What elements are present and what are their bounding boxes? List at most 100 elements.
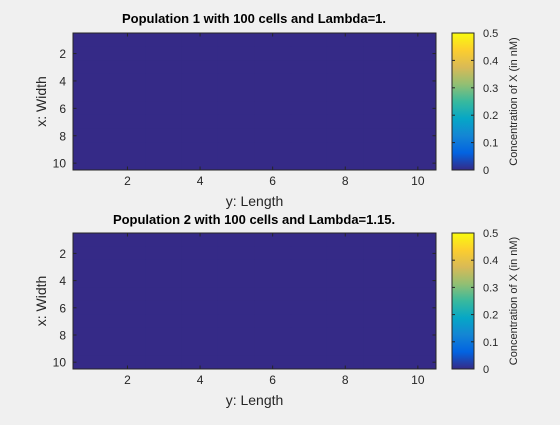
heatmap-cell (181, 142, 219, 157)
heatmap-cell (217, 87, 255, 102)
heatmap-cell (326, 60, 364, 75)
heatmap-cell (181, 314, 219, 329)
heatmap-cell (326, 32, 364, 47)
heatmap-cell (254, 355, 292, 370)
heatmap-cell (217, 259, 255, 275)
heatmap-cell (326, 287, 364, 302)
heatmap-cell (109, 46, 146, 61)
heatmap-cell (363, 87, 400, 102)
heatmap-cell (363, 355, 400, 370)
heatmap-cell (109, 32, 146, 47)
heatmap-cell (254, 128, 292, 143)
heatmap-cell (109, 273, 146, 288)
heatmap-cell (399, 300, 437, 315)
heatmap-cell (399, 73, 437, 89)
colorbar-tick-label: 0.4 (483, 55, 498, 67)
heatmap-cell (254, 232, 292, 247)
heatmap-cell (181, 128, 219, 143)
heatmap-cell (217, 60, 255, 75)
heatmap-cell (217, 273, 255, 288)
heatmap-cell (399, 287, 437, 302)
x-tick-label: 2 (124, 373, 131, 387)
heatmap-cell (109, 156, 146, 171)
heatmap-cell (254, 341, 292, 356)
colorbar (451, 32, 475, 171)
heatmap-cell (363, 114, 400, 130)
heatmap-cell (290, 246, 328, 261)
heatmap-cell (181, 246, 219, 261)
colorbar-tick-label: 0.3 (483, 282, 498, 294)
heatmap-cell (181, 114, 219, 130)
heatmap-cell (399, 101, 437, 116)
heatmap-cell (254, 114, 292, 130)
heatmap-cell (109, 101, 146, 116)
colorbar-tick-label: 0.4 (483, 255, 498, 267)
axes-box (72, 32, 437, 171)
colorbar-tick-label: 0.1 (483, 138, 498, 150)
y-tick-label: 8 (59, 329, 66, 343)
heatmap-cell (290, 232, 328, 247)
heatmap-cell (217, 128, 255, 143)
heatmap-cell (254, 300, 292, 315)
heatmap-cell (217, 246, 255, 261)
heatmap-cell (181, 300, 219, 315)
y-tick-label: 4 (59, 274, 66, 288)
heatmap-cell (399, 32, 437, 47)
colorbar-tick-label: 0.3 (483, 83, 498, 95)
heatmap-cell (72, 142, 110, 157)
heatmap-cell (145, 232, 183, 247)
heatmap-cell (290, 73, 328, 89)
heatmap-cell (254, 73, 292, 89)
heatmap-cell (217, 341, 255, 356)
axes-box (72, 232, 437, 370)
heatmap-cell (363, 46, 400, 61)
y-axis-ticks: 2 4 6 8 10 (53, 247, 436, 370)
heatmap-cell (145, 355, 183, 370)
heatmap-cell (145, 259, 183, 275)
heatmap-cell (290, 287, 328, 302)
y-tick-label: 6 (59, 102, 66, 116)
heatmap-cell (145, 60, 183, 75)
y-tick-label: 10 (53, 356, 67, 370)
heatmap-cell (145, 341, 183, 356)
subplot-1: Population 1 with 100 cells and Lambda=1… (33, 11, 520, 209)
x-axis-ticks: 2 4 6 8 10 (124, 233, 425, 387)
heatmap-cell (254, 46, 292, 61)
heatmap-cell (72, 287, 110, 302)
subplot-2: Population 2 with 100 cells and Lambda=1… (33, 212, 520, 408)
heatmap-cell (363, 142, 400, 157)
heatmap-cell (254, 101, 292, 116)
heatmap-cell (145, 314, 183, 329)
heatmap-cell (145, 156, 183, 171)
heatmap-cell (109, 142, 146, 157)
x-tick-label: 10 (411, 174, 425, 188)
heatmap-cell (399, 259, 437, 275)
heatmap-cell (72, 32, 110, 47)
heatmap-cell (326, 142, 364, 157)
heatmap-cell (326, 246, 364, 261)
heatmap-cell (326, 46, 364, 61)
y-axis-label: x: Width (33, 76, 49, 127)
heatmap-cell (181, 156, 219, 171)
heatmap-cell (145, 46, 183, 61)
heatmap-cell (326, 232, 364, 247)
heatmap-cell (363, 60, 400, 75)
x-tick-label: 8 (342, 174, 349, 188)
heatmap-cells (72, 232, 437, 370)
heatmap-cell (145, 142, 183, 157)
x-axis-label: y: Length (226, 193, 284, 209)
heatmap-cell (145, 128, 183, 143)
heatmap-cell (399, 128, 437, 143)
heatmap-cell (72, 314, 110, 329)
x-tick-label: 6 (269, 373, 276, 387)
heatmap-cell (326, 114, 364, 130)
y-tick-label: 4 (59, 74, 66, 88)
heatmap-cell (399, 327, 437, 343)
x-tick-label: 8 (342, 373, 349, 387)
heatmap-cell (399, 46, 437, 61)
heatmap-cell (72, 232, 110, 247)
colorbar (451, 232, 475, 370)
heatmap-cell (399, 114, 437, 130)
